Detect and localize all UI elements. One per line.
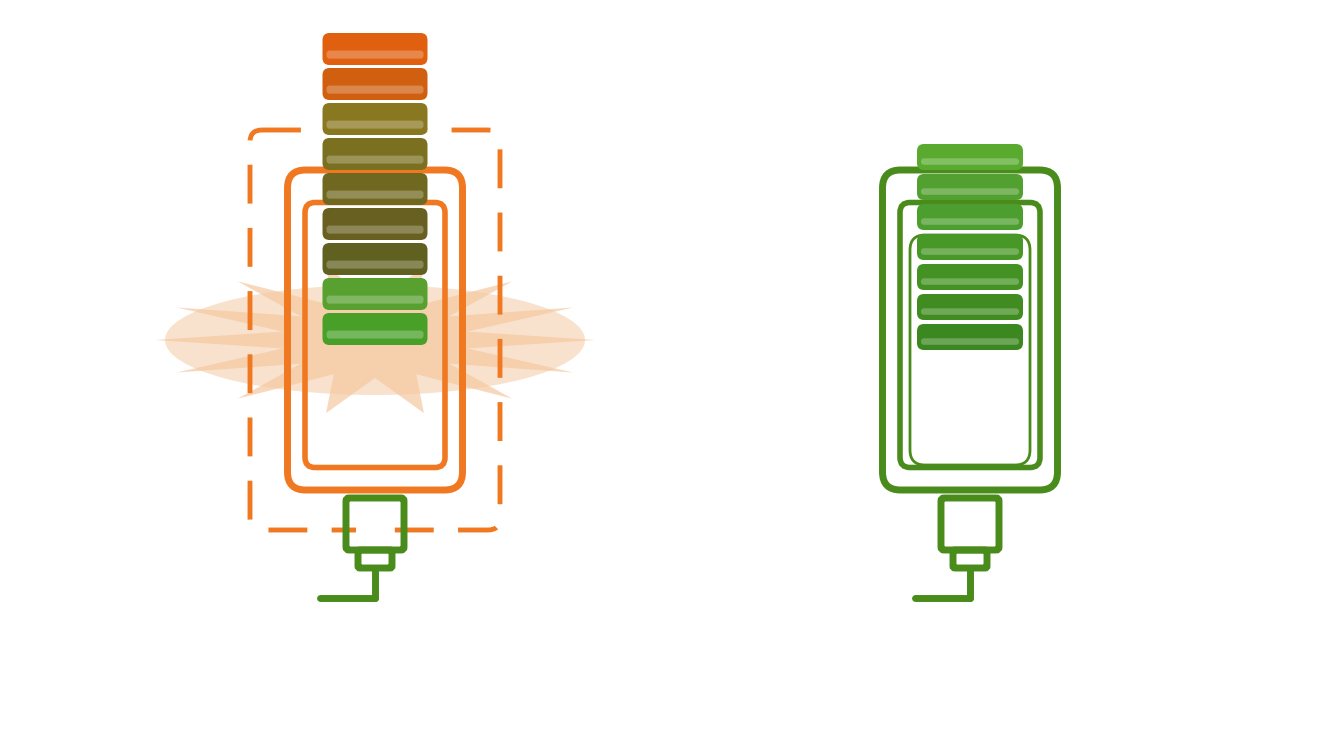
- FancyBboxPatch shape: [917, 264, 1023, 290]
- FancyBboxPatch shape: [323, 208, 428, 240]
- FancyBboxPatch shape: [323, 33, 428, 65]
- FancyBboxPatch shape: [323, 278, 428, 310]
- FancyBboxPatch shape: [917, 144, 1023, 170]
- FancyBboxPatch shape: [327, 155, 424, 164]
- FancyBboxPatch shape: [917, 234, 1023, 260]
- FancyBboxPatch shape: [921, 158, 1019, 165]
- FancyBboxPatch shape: [327, 121, 424, 129]
- FancyBboxPatch shape: [327, 331, 424, 339]
- FancyBboxPatch shape: [921, 278, 1019, 285]
- Ellipse shape: [165, 285, 585, 395]
- FancyBboxPatch shape: [356, 506, 394, 542]
- FancyBboxPatch shape: [323, 138, 428, 170]
- FancyBboxPatch shape: [921, 218, 1019, 225]
- FancyBboxPatch shape: [323, 313, 428, 345]
- FancyBboxPatch shape: [323, 68, 428, 100]
- FancyBboxPatch shape: [917, 294, 1023, 320]
- FancyBboxPatch shape: [327, 191, 424, 198]
- FancyBboxPatch shape: [951, 506, 989, 542]
- FancyBboxPatch shape: [921, 338, 1019, 345]
- FancyBboxPatch shape: [327, 86, 424, 93]
- FancyBboxPatch shape: [327, 50, 424, 58]
- FancyBboxPatch shape: [917, 324, 1023, 350]
- FancyBboxPatch shape: [917, 204, 1023, 230]
- FancyBboxPatch shape: [327, 226, 424, 234]
- FancyBboxPatch shape: [917, 174, 1023, 200]
- FancyBboxPatch shape: [921, 249, 1019, 255]
- FancyBboxPatch shape: [921, 309, 1019, 314]
- FancyBboxPatch shape: [327, 295, 424, 303]
- Polygon shape: [155, 267, 595, 413]
- FancyBboxPatch shape: [323, 173, 428, 205]
- FancyBboxPatch shape: [323, 243, 428, 275]
- FancyBboxPatch shape: [921, 188, 1019, 195]
- FancyBboxPatch shape: [327, 260, 424, 269]
- FancyBboxPatch shape: [323, 103, 428, 135]
